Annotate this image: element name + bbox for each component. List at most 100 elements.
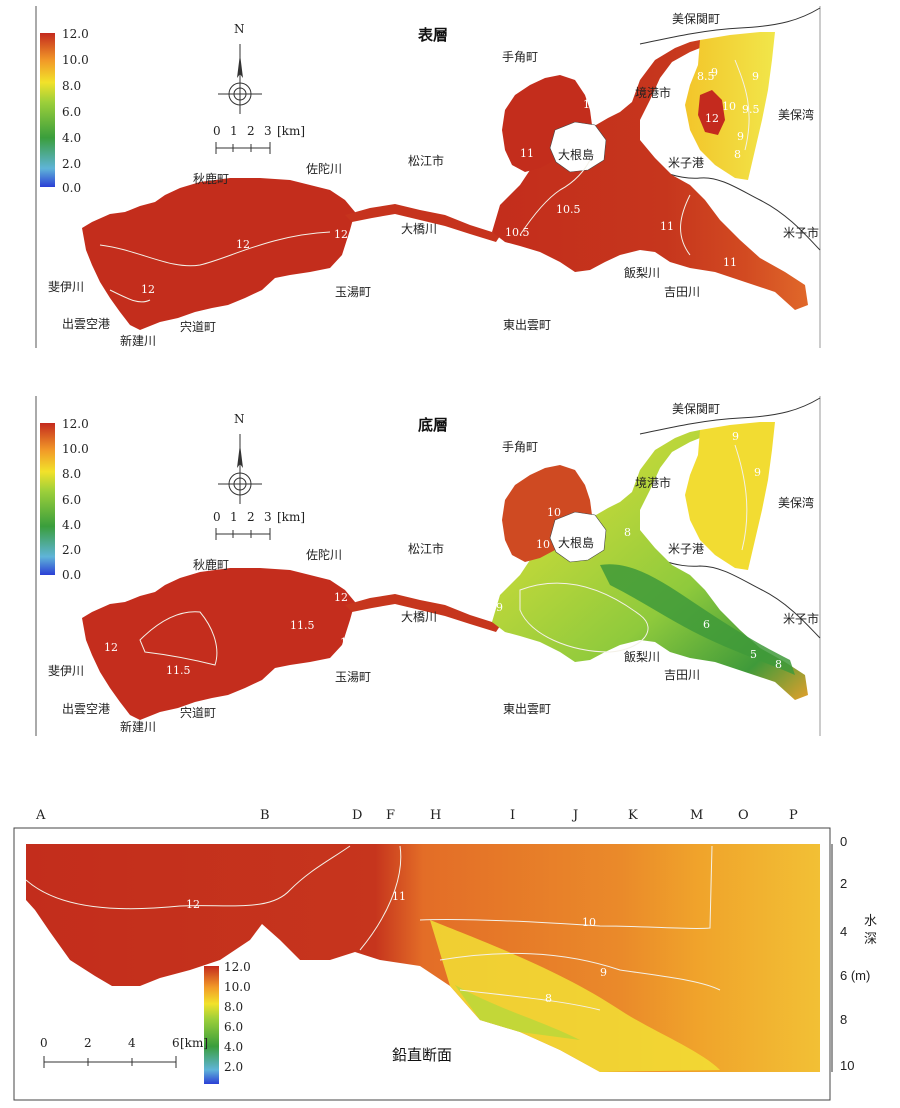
place-label: 松江市 [408, 154, 445, 168]
contour-label: 11.5 [166, 664, 191, 677]
contour-label: 12 [340, 636, 354, 649]
place-label: 美保関町 [672, 402, 721, 416]
contour-label: 12 [141, 283, 155, 296]
place-label: 秋鹿町 [193, 558, 230, 572]
place-label: 吉田川 [664, 668, 701, 682]
contour-label: 11 [723, 256, 737, 269]
depth-tick: 0 [840, 834, 848, 849]
scale-tick: 2 [247, 510, 255, 524]
scale-tick: 3 [264, 510, 272, 524]
north-label: N [234, 22, 245, 36]
contour-label: 10 [547, 506, 561, 519]
station-label: A [36, 808, 46, 823]
map-surface: 12.0 10.0 8.0 6.0 4.0 2.0 0.0 N 0 1 2 3 … [0, 0, 900, 350]
depth-axis-label: 深 [864, 932, 878, 947]
contour-label: 9 [600, 966, 607, 979]
compass-surface: N [216, 22, 266, 114]
contour-label: 6 [703, 618, 710, 631]
scale-tick: 0 [213, 510, 221, 524]
scale-tick: 0 [40, 1036, 48, 1050]
colorbar-surface [40, 33, 55, 187]
contour-label: 10 [722, 100, 736, 113]
station-label: O [738, 808, 749, 823]
compass-bottom: N [216, 412, 266, 504]
contour-label: 9 [737, 130, 744, 143]
place-label: 宍道町 [180, 320, 217, 334]
daikonjima-island-surface [549, 121, 607, 173]
place-label: 飯梨川 [624, 650, 661, 664]
contour-label: 8 [734, 148, 741, 161]
station-label: M [690, 808, 704, 823]
place-label: 東出雲町 [503, 702, 552, 716]
map-bottom-canvas [35, 396, 821, 736]
place-label: 手角町 [502, 50, 539, 64]
miho-bay-surface [685, 32, 775, 180]
place-label: 美保湾 [778, 496, 815, 510]
colorbar-tick: 4.0 [62, 131, 82, 145]
place-label: 大橋川 [401, 610, 438, 624]
contour-label: 9 [752, 70, 759, 83]
place-label: 新建川 [120, 720, 157, 734]
scale-unit: [km] [180, 1036, 209, 1050]
place-label: 佐陀川 [306, 548, 343, 562]
contour-label: 11 [660, 220, 674, 233]
scale-tick: 3 [264, 124, 272, 138]
section-canvas [13, 827, 833, 1101]
scale-unit: [km] [277, 124, 306, 138]
lake-shinji-bottom [82, 568, 355, 720]
contour-label: 11 [520, 147, 534, 160]
place-label: 宍道町 [180, 706, 217, 720]
station-label: H [430, 808, 442, 823]
lake-nakaumi-surface [492, 40, 808, 310]
map-title: 底層 [418, 416, 449, 434]
colorbar-tick: 0.0 [62, 568, 82, 582]
daikonjima-island-bottom [549, 511, 607, 563]
scale-tick: 4 [128, 1036, 136, 1050]
station-label: P [789, 808, 798, 823]
colorbar-tick: 12.0 [62, 27, 89, 41]
place-label: 美保関町 [672, 12, 721, 26]
contour-label: 10 [582, 916, 596, 929]
scale-tick: 2 [84, 1036, 92, 1050]
colorbar-tick: 2.0 [62, 543, 82, 557]
contour-label: 12 [236, 238, 250, 251]
place-label: 米子市 [783, 226, 820, 240]
north-label: N [234, 412, 245, 426]
contour-label: 10 [536, 538, 550, 551]
contour-label: 10.5 [583, 98, 608, 111]
depth-tick: 10 [840, 1058, 855, 1073]
colorbar-tick: 4.0 [62, 518, 82, 532]
colorbar-tick: 4.0 [224, 1040, 244, 1054]
colorbar-tick: 6.0 [62, 493, 82, 507]
contour-label: 8 [775, 658, 782, 671]
station-label: J [573, 808, 579, 823]
station-label: I [510, 808, 516, 823]
place-label: 米子港 [668, 156, 705, 170]
section-title: 鉛直断面 [392, 1046, 453, 1064]
colorbar-tick: 12.0 [224, 960, 251, 974]
contour-label: 10.5 [556, 203, 581, 216]
place-label: 飯梨川 [624, 266, 661, 280]
contour-label: 12 [705, 112, 719, 125]
contour-label: 5 [750, 648, 757, 661]
place-label: 出雲空港 [62, 702, 111, 716]
scale-bar-bottom: 0 1 2 3 [km] [213, 510, 323, 544]
scale-tick: 1 [230, 124, 238, 138]
scale-tick: 0 [213, 124, 221, 138]
colorbar-tick: 6.0 [62, 105, 82, 119]
contour-label: 12 [334, 591, 348, 604]
scale-bar-surface: 0 1 2 3 [km] [213, 124, 323, 158]
place-label: 斐伊川 [48, 280, 85, 294]
colorbar-tick: 8.0 [224, 1000, 244, 1014]
place-label: 吉田川 [664, 285, 701, 299]
station-label: B [260, 808, 270, 823]
map-title: 表層 [418, 26, 449, 44]
colorbar-tick: 2.0 [224, 1060, 244, 1074]
place-label: 米子港 [668, 542, 705, 556]
place-label: 大根島 [558, 536, 595, 550]
place-label: 玉湯町 [335, 670, 372, 684]
colorbar-tick: 12.0 [62, 417, 89, 431]
colorbar-bottom [40, 423, 55, 575]
compass-rose-icon [218, 434, 262, 504]
place-label: 美保湾 [778, 108, 815, 122]
